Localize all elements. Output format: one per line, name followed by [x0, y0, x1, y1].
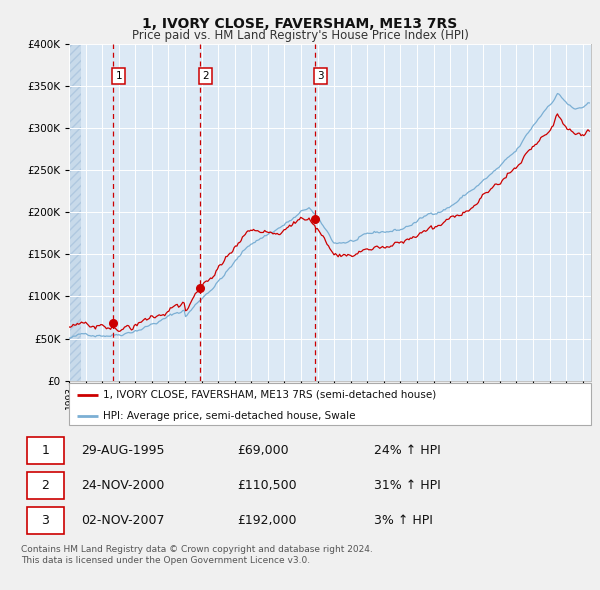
Text: 1, IVORY CLOSE, FAVERSHAM, ME13 7RS (semi-detached house): 1, IVORY CLOSE, FAVERSHAM, ME13 7RS (sem…	[103, 389, 436, 399]
Text: 2: 2	[202, 71, 209, 81]
Text: £192,000: £192,000	[238, 514, 297, 527]
Text: Contains HM Land Registry data © Crown copyright and database right 2024.
This d: Contains HM Land Registry data © Crown c…	[21, 545, 373, 565]
Text: 24-NOV-2000: 24-NOV-2000	[81, 478, 164, 492]
Text: 3% ↑ HPI: 3% ↑ HPI	[374, 514, 433, 527]
Text: 2: 2	[41, 478, 49, 492]
Text: 29-AUG-1995: 29-AUG-1995	[81, 444, 164, 457]
Text: Price paid vs. HM Land Registry's House Price Index (HPI): Price paid vs. HM Land Registry's House …	[131, 30, 469, 42]
FancyBboxPatch shape	[27, 471, 64, 499]
Text: 02-NOV-2007: 02-NOV-2007	[81, 514, 164, 527]
Bar	[69, 44, 82, 381]
Text: 3: 3	[317, 71, 324, 81]
Text: £69,000: £69,000	[238, 444, 289, 457]
Text: 1: 1	[41, 444, 49, 457]
Text: 1, IVORY CLOSE, FAVERSHAM, ME13 7RS: 1, IVORY CLOSE, FAVERSHAM, ME13 7RS	[142, 17, 458, 31]
Text: 31% ↑ HPI: 31% ↑ HPI	[374, 478, 441, 492]
Text: HPI: Average price, semi-detached house, Swale: HPI: Average price, semi-detached house,…	[103, 411, 355, 421]
Text: 24% ↑ HPI: 24% ↑ HPI	[374, 444, 441, 457]
FancyBboxPatch shape	[69, 384, 591, 425]
Text: 3: 3	[41, 514, 49, 527]
Text: 1: 1	[116, 71, 122, 81]
Text: £110,500: £110,500	[238, 478, 297, 492]
FancyBboxPatch shape	[27, 507, 64, 534]
FancyBboxPatch shape	[27, 437, 64, 464]
